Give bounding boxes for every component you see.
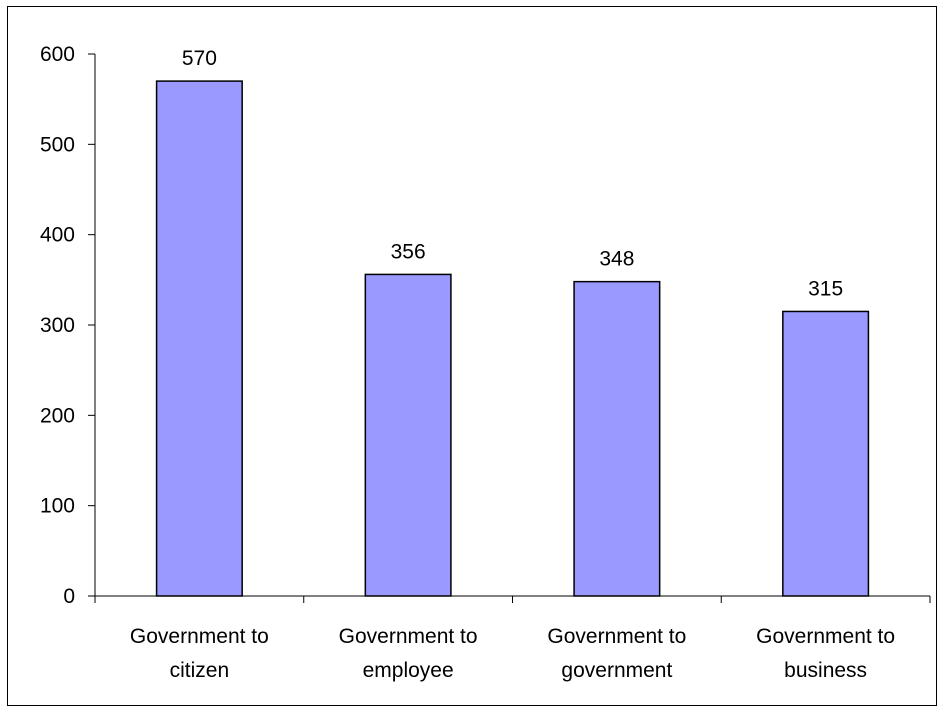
y-tick-label: 100: [40, 495, 75, 518]
category-label: employee: [363, 659, 454, 682]
category-label: Government to: [756, 625, 895, 648]
bar: [155, 80, 243, 597]
y-tick-label: 400: [40, 224, 75, 247]
category-label: Government to: [339, 625, 478, 648]
data-label: 348: [599, 248, 634, 271]
category-label: citizen: [170, 659, 230, 682]
category-label: business: [784, 659, 867, 682]
data-label: 570: [182, 47, 217, 70]
y-tick-label: 300: [40, 314, 75, 337]
bar: [364, 273, 452, 597]
y-tick-label: 600: [40, 43, 75, 66]
bar: [782, 310, 870, 597]
data-label: 356: [391, 240, 426, 263]
category-label: Government to: [130, 625, 269, 648]
bars: 570 356 348 315: [155, 47, 870, 597]
category-label: government: [561, 659, 672, 682]
category-label: Government to: [547, 625, 686, 648]
y-tick-label: 500: [40, 133, 75, 156]
y-axis: 0 100 200 300 400 500 600: [40, 43, 96, 608]
x-axis: Government to citizen Government to employe…: [94, 595, 931, 682]
bar: [573, 280, 661, 597]
data-label: 315: [808, 277, 843, 300]
y-tick-label: 200: [40, 404, 75, 427]
y-tick-label: 0: [63, 585, 75, 608]
